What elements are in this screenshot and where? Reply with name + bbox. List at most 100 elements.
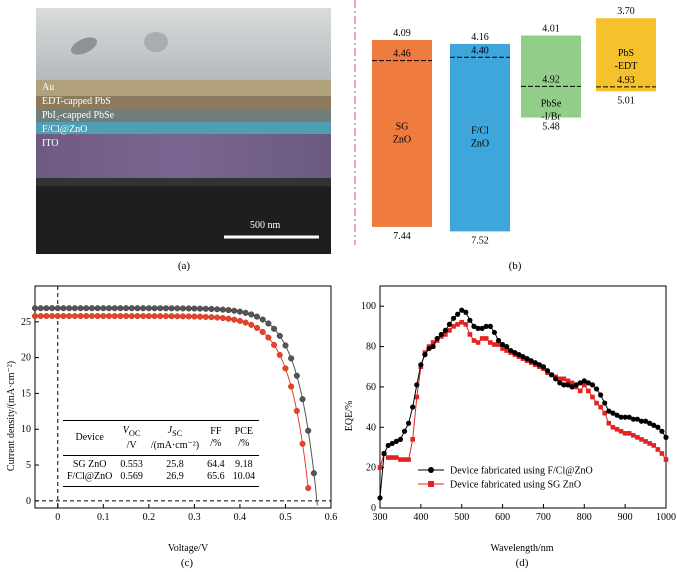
eqe-data-point (446, 321, 453, 327)
eqe-series-line (379, 321, 667, 468)
eqe-data-point (463, 309, 469, 315)
jv-data-point (117, 313, 124, 320)
eqe-y-tick-label: 100 (361, 301, 376, 312)
eqe-data-point (593, 386, 600, 392)
jv-data-point (94, 305, 101, 312)
eqe-data-point (622, 414, 628, 420)
jv-data-point (66, 313, 73, 320)
table-header-pce: PCE /% (229, 421, 260, 456)
jv-data-point (151, 313, 158, 320)
eqe-data-point (483, 336, 489, 341)
jv-data-point (83, 313, 90, 320)
jv-data-point (253, 313, 260, 320)
table-header-device-text: Device (75, 432, 104, 443)
eqe-data-point (651, 443, 657, 448)
jv-data-point (174, 313, 181, 320)
jv-y-axis-label: Current density/(mA·cm⁻²) (6, 361, 17, 471)
table-header-voc-unit: /V (126, 439, 137, 451)
jv-data-point (265, 334, 272, 341)
eqe-data-point (622, 431, 628, 436)
jv-data-point (162, 313, 169, 320)
jv-x-tick-label: 0 (55, 512, 60, 523)
eqe-data-point (495, 337, 502, 344)
eqe-data-point (499, 341, 506, 348)
eqe-data-point (467, 317, 473, 323)
eqe-data-point (647, 441, 652, 446)
eqe-data-point (488, 340, 493, 345)
eqe-data-point (512, 350, 518, 356)
eqe-data-point (504, 343, 510, 350)
jv-x-tick-label: 0.4 (234, 512, 247, 523)
eqe-data-point (410, 437, 415, 442)
legend-label: Device fabricated using F/Cl@ZnO (450, 466, 593, 477)
jv-data-point (248, 311, 255, 318)
jv-data-point (71, 313, 78, 320)
jv-data-point (305, 427, 312, 434)
jv-data-point (214, 314, 221, 321)
jv-data-point (271, 325, 278, 332)
eqe-data-point (589, 382, 596, 388)
jv-data-point (111, 313, 118, 320)
eqe-data-point (635, 435, 640, 440)
table-header-jsc-sub: SC (172, 428, 183, 438)
energy-bar (372, 40, 432, 227)
eqe-data-point (475, 340, 481, 345)
table-cell: F/Cl@ZnO (67, 471, 113, 482)
jv-data-point (299, 440, 306, 447)
jv-data-point (219, 315, 226, 322)
layer-label-zno: F/Cl@ZnO (42, 124, 88, 135)
eqe-data-point (434, 335, 440, 342)
eqe-data-point (455, 322, 460, 327)
layer-label-pbse: PbI₂-capped PbSe (42, 110, 115, 121)
jv-data-point (145, 305, 152, 312)
eqe-data-point (618, 414, 624, 420)
table-header-row: Device VOC /V JSC /(mA·cm⁻²) FF /% PCE /… (63, 420, 260, 456)
layer-label-au: Au (42, 82, 55, 93)
eqe-data-point (459, 307, 465, 313)
table-cell: 25.8 (166, 459, 184, 470)
eqe-data-point (618, 429, 624, 434)
eqe-data-point (377, 495, 383, 501)
jv-data-point (242, 309, 249, 316)
eqe-data-point (406, 420, 412, 426)
energy-bar (596, 18, 656, 92)
jv-y-tick-label: 0 (26, 496, 31, 507)
jv-x-tick-label: 0.2 (143, 512, 156, 523)
table-cell: 10.04 (232, 471, 256, 482)
eqe-data-point (430, 343, 436, 350)
eqe-data-point (401, 428, 408, 434)
jv-data-point (145, 313, 152, 320)
jv-data-point (242, 319, 249, 326)
eqe-data-point (422, 352, 428, 358)
eqe-data-point (500, 346, 505, 351)
scale-bar-label: 500 nm (250, 220, 281, 231)
jv-data-point (168, 305, 175, 312)
jv-data-point (128, 305, 135, 312)
material-label: -EDT (615, 61, 638, 72)
eqe-data-point (610, 424, 616, 430)
jv-data-point (293, 407, 300, 414)
jv-data-point (66, 305, 73, 312)
eqe-data-point (594, 400, 599, 406)
jv-x-axis-label: Voltage/V (168, 543, 209, 554)
eqe-data-point (455, 311, 461, 317)
jv-x-tick-label: 0.5 (279, 512, 292, 523)
jv-data-point (60, 305, 67, 312)
eqe-x-tick-label: 400 (413, 512, 428, 523)
eqe-data-point (643, 439, 648, 444)
eqe-data-point (516, 352, 522, 358)
energy-bottom-label: 5.01 (617, 95, 635, 106)
jv-data-point (43, 313, 50, 320)
jv-data-point (191, 313, 198, 320)
eqe-data-point (549, 372, 555, 378)
jv-data-point (37, 305, 44, 312)
jv-data-point (100, 305, 107, 312)
eqe-data-point (614, 412, 620, 418)
material-label: PbS (618, 48, 634, 59)
table-header-device: Device (63, 421, 116, 456)
eqe-data-point (663, 457, 669, 462)
energy-mid-label: 4.46 (393, 49, 411, 60)
eqe-data-point (508, 347, 514, 354)
eqe-data-point (544, 368, 551, 374)
